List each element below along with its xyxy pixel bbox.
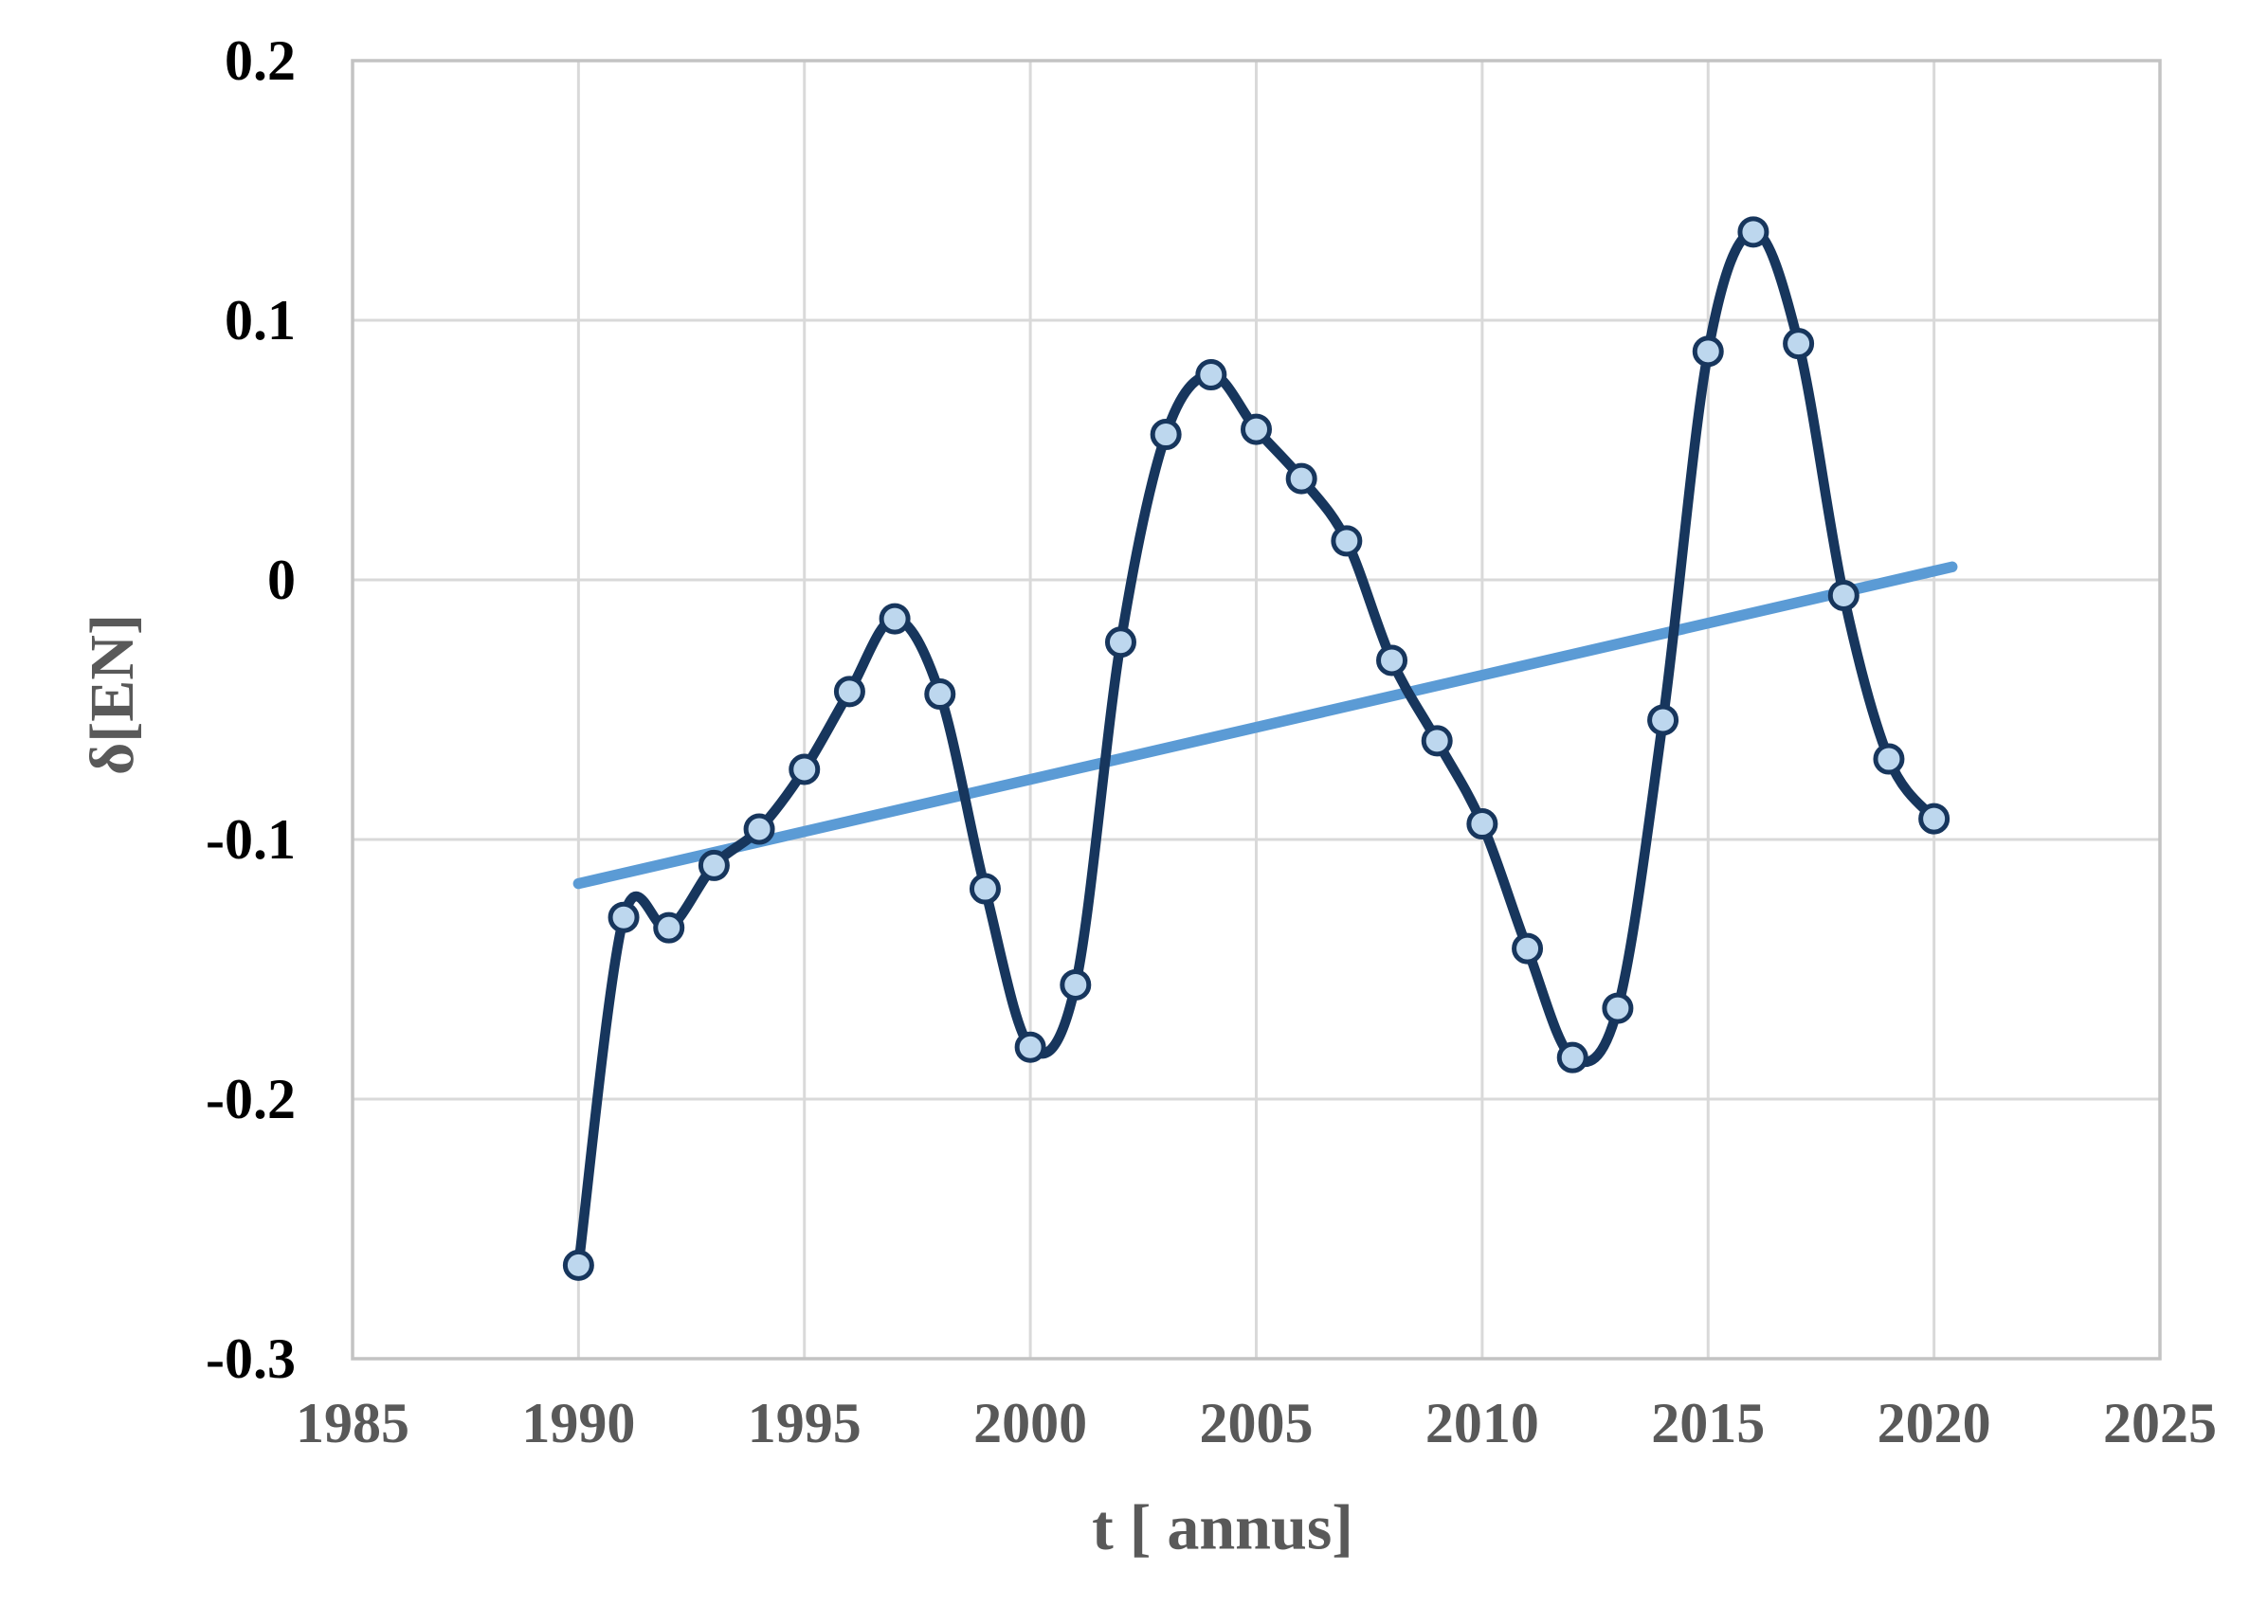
data-point-marker: [743, 813, 775, 845]
data-point-marker: [1602, 992, 1634, 1024]
data-point-marker: [879, 603, 911, 635]
data-point-marker: [1512, 932, 1544, 965]
data-point-marker: [608, 901, 640, 933]
x-tick-label: 2015: [1651, 1392, 1766, 1454]
trend-line: [572, 561, 1958, 890]
data-point-marker: [969, 873, 1001, 905]
x-tick-label: 2000: [973, 1392, 1088, 1454]
data-point-marker: [833, 676, 865, 708]
x-tick-label: 1990: [521, 1392, 636, 1454]
data-point-marker: [1692, 335, 1724, 368]
y-tick-label: -0.3: [206, 1327, 296, 1390]
data-point-marker: [1556, 1041, 1588, 1074]
x-axis-title: t [ annus]: [1092, 1490, 1353, 1563]
data-point-marker: [1241, 413, 1272, 445]
data-point-marker: [1104, 626, 1136, 659]
y-tick-label: 0: [267, 549, 296, 611]
plot-area: [351, 59, 2162, 1361]
y-tick-label: -0.1: [206, 808, 296, 871]
y-axis-title: δ[EN]: [78, 614, 147, 775]
data-point-marker: [1014, 1031, 1046, 1063]
data-point-marker: [924, 678, 956, 711]
x-tick-label: 1985: [296, 1392, 409, 1454]
data-point-marker: [1918, 803, 1950, 835]
data-point-marker: [1827, 579, 1860, 611]
data-point-marker: [789, 753, 821, 785]
data-point-marker: [698, 849, 730, 881]
x-tick-label: 2010: [1424, 1392, 1539, 1454]
plot-svg: [351, 59, 2162, 1361]
data-point-marker: [1331, 525, 1363, 557]
x-tick-label: 2020: [1877, 1392, 1991, 1454]
plot-border: [351, 59, 2162, 1361]
data-point-marker: [1421, 725, 1453, 757]
data-point-marker: [1873, 743, 1905, 775]
x-tick-label: 1995: [747, 1392, 862, 1454]
data-point-marker: [1647, 704, 1679, 736]
data-point-marker: [1195, 359, 1227, 391]
data-point-marker: [1285, 462, 1317, 495]
x-tick-label: 2005: [1199, 1392, 1314, 1454]
data-point-marker: [653, 911, 685, 944]
data-point-marker: [562, 1249, 594, 1281]
y-tick-label: 0.1: [225, 289, 296, 352]
data-point-marker: [1376, 644, 1408, 677]
y-tick-label: -0.2: [206, 1068, 296, 1130]
data-point-marker: [1150, 419, 1182, 451]
data-point-marker: [1783, 328, 1815, 360]
data-point-marker: [1466, 808, 1498, 840]
x-tick-label: 2025: [2103, 1392, 2217, 1454]
y-tick-label: 0.2: [225, 29, 296, 92]
data-point-marker: [1060, 968, 1092, 1001]
data-point-marker: [1737, 216, 1769, 248]
